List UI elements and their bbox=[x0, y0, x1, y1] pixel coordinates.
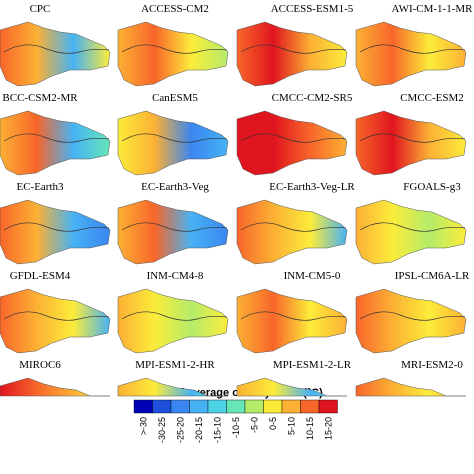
panel-label: CMCC-CM2-SR5 bbox=[272, 92, 353, 104]
legend-swatch bbox=[263, 399, 283, 414]
panel-label: ACCESS-CM2 bbox=[141, 3, 209, 15]
river-line bbox=[121, 44, 228, 54]
panel-label: AWI-CM-1-1-MR bbox=[392, 3, 474, 15]
map-region bbox=[0, 288, 111, 354]
legend-swatch bbox=[226, 399, 246, 414]
legend-swatch bbox=[207, 399, 227, 414]
river-line bbox=[3, 311, 110, 321]
legend-swatch bbox=[133, 399, 153, 414]
legend-label: -5-0 bbox=[249, 417, 259, 433]
panel-label: IPSL-CM6A-LR bbox=[395, 270, 470, 282]
river-line bbox=[3, 44, 110, 54]
map-region bbox=[355, 288, 467, 354]
legend-label: -15-10 bbox=[212, 417, 222, 443]
legend-swatch bbox=[170, 399, 190, 414]
river-line bbox=[121, 222, 228, 232]
map-region bbox=[355, 377, 466, 397]
panel-label: EC-Earth3 bbox=[16, 181, 64, 193]
panel-label: ACCESS-ESM1-5 bbox=[271, 3, 354, 15]
legend-swatch bbox=[281, 399, 301, 414]
map-region bbox=[236, 288, 348, 354]
legend-label: -20-15 bbox=[194, 417, 204, 443]
panel-label: EC-Earth3-Veg-LR bbox=[269, 181, 355, 193]
panel-label: CanESM5 bbox=[152, 92, 198, 104]
legend-swatch bbox=[152, 399, 172, 414]
legend-label: -25-20 bbox=[175, 417, 185, 443]
river-line bbox=[240, 222, 347, 232]
legend-swatch bbox=[300, 399, 320, 414]
river-line bbox=[240, 133, 347, 143]
panel-label: INM-CM5-0 bbox=[284, 270, 341, 282]
map-region bbox=[117, 21, 229, 87]
panel-label: MPI-ESM1-2-LR bbox=[273, 359, 352, 371]
map-region bbox=[236, 377, 347, 397]
panel-label: EC-Earth3-Veg bbox=[141, 181, 209, 193]
river-line bbox=[240, 44, 347, 54]
legend-label: 5-10 bbox=[286, 417, 296, 435]
river-line bbox=[359, 222, 466, 232]
map-region bbox=[355, 110, 467, 176]
map-region bbox=[117, 110, 229, 176]
map-region bbox=[0, 21, 111, 87]
legend-swatch bbox=[244, 399, 264, 414]
map-region bbox=[0, 110, 111, 176]
panel-label: CPC bbox=[30, 3, 51, 15]
legend-label: 10-15 bbox=[305, 417, 315, 440]
legend-label: -30-25 bbox=[157, 417, 167, 443]
panel-label: BCC-CSM2-MR bbox=[2, 92, 78, 104]
map-region bbox=[236, 110, 348, 176]
legend-label: 0-5 bbox=[268, 417, 278, 430]
map-region bbox=[117, 377, 228, 397]
river-line bbox=[240, 311, 347, 321]
river-line bbox=[359, 44, 466, 54]
river-line bbox=[121, 311, 228, 321]
map-region bbox=[117, 288, 229, 354]
river-line bbox=[3, 222, 110, 232]
legend-swatch bbox=[189, 399, 209, 414]
river-line bbox=[359, 133, 466, 143]
panel-label: INM-CM4-8 bbox=[147, 270, 204, 282]
panel-label: MIROC6 bbox=[19, 359, 61, 371]
legend-swatch bbox=[318, 399, 338, 414]
map-region bbox=[0, 377, 110, 397]
panel-label: MRI-ESM2-0 bbox=[401, 359, 463, 371]
map-region bbox=[0, 199, 111, 265]
panel-label: GFDL-ESM4 bbox=[10, 270, 71, 282]
legend-label: -10-5 bbox=[231, 417, 241, 438]
map-region bbox=[236, 21, 348, 87]
map-region bbox=[355, 21, 467, 87]
legend-label: >-30 bbox=[138, 417, 148, 435]
panel-label: MPI-ESM1-2-HR bbox=[135, 359, 215, 371]
panel-label: FGOALS-g3 bbox=[403, 181, 461, 193]
map-region bbox=[236, 199, 348, 265]
river-line bbox=[121, 133, 228, 143]
map-region bbox=[355, 199, 467, 265]
river-line bbox=[359, 311, 466, 321]
map-region bbox=[117, 199, 229, 265]
legend-label: 15-20 bbox=[323, 417, 333, 440]
river-line bbox=[3, 133, 110, 143]
panel-label: CMCC-ESM2 bbox=[400, 92, 464, 104]
